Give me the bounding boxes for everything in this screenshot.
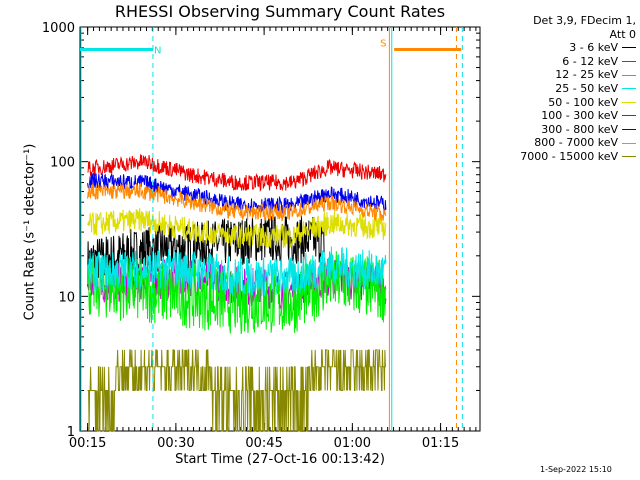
y-tick-label: 1 <box>67 425 75 440</box>
legend-label: 12 - 25 keV <box>555 68 618 82</box>
legend-label: 50 - 100 keV <box>548 95 618 109</box>
legend-swatch <box>622 88 636 90</box>
series-line <box>87 183 387 222</box>
legend-label: 6 - 12 keV <box>562 54 618 68</box>
legend-entry: 7000 - 15000 keV <box>484 150 636 164</box>
y-tick-label: 100 <box>50 156 75 171</box>
y-tick-label: 10 <box>58 290 75 305</box>
y-axis-label: Count Rate (s⁻¹ detector⁻¹) <box>22 143 38 321</box>
legend: Det 3,9, FDecim 1, Att 0 3 - 6 keV 6 - 12… <box>484 14 636 164</box>
y-tick-label: 1000 <box>42 21 75 36</box>
legend-swatch <box>622 129 636 131</box>
legend-entry: 12 - 25 keV <box>484 68 636 82</box>
annotation-label: N <box>154 46 161 57</box>
legend-entry: 100 - 300 keV <box>484 109 636 123</box>
legend-swatch <box>622 47 636 49</box>
legend-swatch <box>622 74 636 76</box>
x-tick-label: 00:15 <box>69 436 106 451</box>
legend-swatch <box>622 156 636 158</box>
x-tick-label: 00:45 <box>245 436 282 451</box>
legend-entry: 800 - 7000 keV <box>484 136 636 150</box>
series-line <box>87 173 387 215</box>
legend-entry: 3 - 6 keV <box>484 41 636 55</box>
legend-swatch <box>622 101 636 103</box>
annotation-label: S <box>380 39 386 50</box>
legend-label: 100 - 300 keV <box>541 109 618 123</box>
series-line <box>87 349 386 432</box>
series-line <box>87 208 387 249</box>
legend-swatch <box>622 61 636 63</box>
annotations: NS <box>80 39 462 57</box>
legend-header-line-1: Det 3,9, FDecim 1, <box>533 14 636 27</box>
legend-swatch <box>622 142 636 144</box>
series-line <box>87 246 387 297</box>
legend-label: 300 - 800 keV <box>541 122 618 136</box>
legend-entry: 6 - 12 keV <box>484 55 636 69</box>
footer-timestamp: 1-Sep-2022 15:10 <box>540 465 612 474</box>
chart-title: RHESSI Observing Summary Count Rates <box>114 2 446 21</box>
x-tick-label: 01:00 <box>334 436 371 451</box>
x-tick-label: 00:30 <box>157 436 194 451</box>
legend-label: 25 - 50 keV <box>555 81 618 95</box>
vertical-markers <box>80 27 463 431</box>
x-axis-label: Start Time (27-Oct-16 00:13:42) <box>175 452 385 467</box>
series-lines <box>87 154 387 432</box>
legend-swatch <box>622 115 636 117</box>
legend-entry: 50 - 100 keV <box>484 96 636 110</box>
legend-label: 800 - 7000 keV <box>534 136 618 150</box>
legend-entries: 3 - 6 keV 6 - 12 keV 12 - 25 keV 25 - 50 ke… <box>484 41 636 163</box>
legend-label: 7000 - 15000 keV <box>520 149 618 163</box>
legend-label: 3 - 6 keV <box>569 41 618 55</box>
legend-entry: 25 - 50 keV <box>484 82 636 96</box>
x-tick-label: 01:15 <box>422 436 459 451</box>
legend-header-line-2: Att 0 <box>609 27 636 41</box>
legend-entry: 300 - 800 keV <box>484 123 636 137</box>
series-line <box>87 154 387 193</box>
